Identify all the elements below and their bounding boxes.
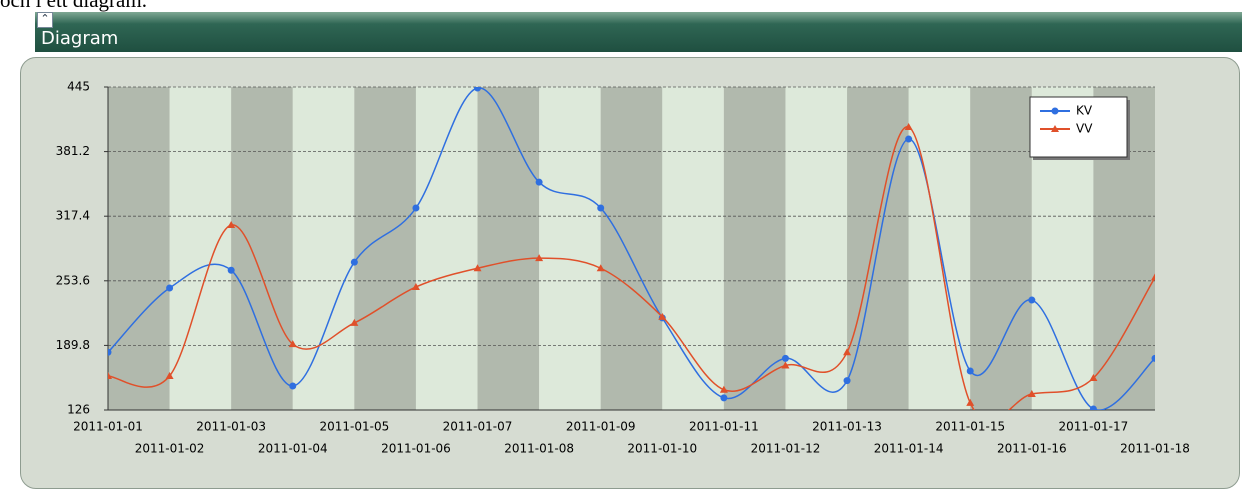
marker [411,282,420,290]
marker [1151,354,1155,362]
marker [596,264,605,272]
marker [966,398,975,406]
band [169,87,232,410]
marker [781,361,790,369]
legend-label: VV [1076,122,1093,136]
marker [166,284,174,292]
y-tick-label: 189.8 [56,338,90,352]
band [108,87,170,410]
x-tick-label: 2011-01-02 [135,442,205,456]
marker [289,382,297,390]
x-tick-label: 2011-01-07 [443,420,513,434]
x-tick-label: 2011-01-17 [1059,420,1129,434]
marker [535,178,543,186]
marker [1151,273,1155,281]
y-tick-label: 317.4 [56,209,90,223]
marker [1089,374,1098,382]
panel-title: Diagram [41,28,119,49]
marker [658,312,667,320]
marker [781,354,789,362]
x-tick-label: 2011-01-05 [319,420,389,434]
x-tick-label: 2011-01-11 [689,420,759,434]
band [785,87,848,410]
marker [905,135,913,143]
band [600,87,663,410]
marker [288,340,297,348]
marker [1089,405,1097,410]
marker [1028,296,1036,304]
legend-box [1029,96,1128,158]
marker [535,254,544,262]
x-tick-label: 2011-01-13 [812,420,882,434]
band [662,87,724,410]
band [477,87,540,410]
x-tick-label: 2011-01-09 [566,420,636,434]
band [970,87,1032,410]
y-tick-label: 253.6 [56,273,90,287]
x-tick-label: 2011-01-04 [258,442,328,456]
marker [108,371,112,379]
x-tick-label: 2011-01-10 [627,442,697,456]
x-tick-label: 2011-01-12 [751,442,821,456]
intro-text: och i ett diagram. [0,0,147,12]
y-tick-label: 445 [67,80,90,94]
x-tick-label: 2011-01-18 [1120,442,1190,456]
marker [720,394,728,402]
marker [843,348,852,356]
chart: 126 189.8 253.6 317.4 381.2 445 2011-01-01 2011… [56,80,1190,456]
band [415,87,478,410]
legend-label: KV [1076,104,1093,118]
plot [108,87,1155,410]
x-tick-label: 2011-01-06 [381,442,451,456]
x-tick-label: 2011-01-08 [504,442,574,456]
x-tick-label: 2011-01-16 [997,442,1067,456]
x-tick-label: 2011-01-14 [874,442,944,456]
marker [474,87,482,92]
band [292,87,355,410]
marker [227,266,235,274]
marker [350,318,359,326]
collapse-button[interactable]: ⌃ [37,12,53,28]
panel-header: Diagram [35,12,1242,52]
marker [597,204,605,212]
x-tick-label: 2011-01-01 [73,420,143,434]
marker [412,204,420,212]
x-tick-label: 2011-01-03 [196,420,266,434]
band [723,87,786,410]
band [539,87,601,410]
band [354,87,416,410]
marker [966,367,974,375]
marker [350,258,358,266]
marker [719,385,728,393]
marker [1027,390,1036,398]
marker [473,264,482,272]
legend-marker [1051,107,1059,115]
marker [904,122,913,130]
marker [227,221,236,229]
y-tick-label: 126 [67,403,90,417]
band [231,87,293,410]
marker [165,371,174,379]
x-tick-label: 2011-01-15 [935,420,1005,434]
marker [843,377,851,385]
legend-marker [1051,125,1059,132]
y-tick-label: 381.2 [56,144,90,158]
marker [108,348,112,356]
